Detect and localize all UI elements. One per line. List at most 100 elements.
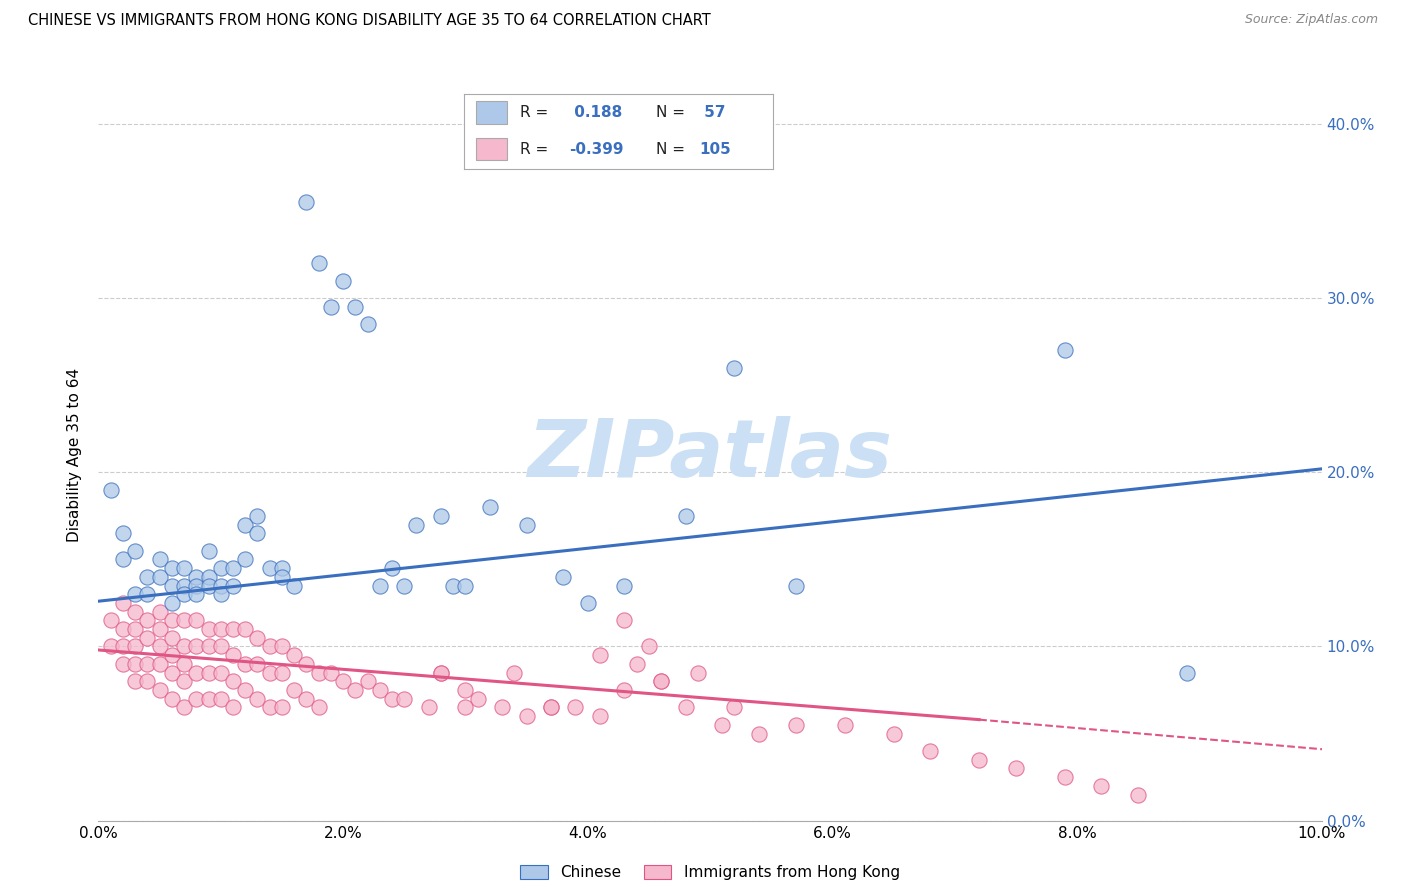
Point [344, 683, 367, 698]
Point [136, 674, 159, 689]
Point [675, 700, 697, 714]
Point [246, 526, 269, 541]
Point [259, 665, 281, 680]
Point [454, 683, 477, 698]
Point [173, 587, 195, 601]
Point [111, 622, 134, 636]
Point [111, 640, 134, 654]
Point [186, 578, 208, 592]
Point [186, 665, 208, 680]
Point [381, 561, 404, 575]
Point [160, 648, 183, 663]
Point [233, 552, 256, 566]
Point [173, 640, 195, 654]
Point [723, 360, 745, 375]
Point [197, 665, 219, 680]
Text: ZIPatlas: ZIPatlas [527, 416, 893, 494]
Bar [477, 101, 508, 124]
Point [368, 683, 391, 698]
Point [197, 622, 219, 636]
Point [270, 570, 292, 584]
Point [111, 552, 134, 566]
Text: 0.188: 0.188 [569, 105, 623, 120]
Point [186, 613, 208, 627]
Point [197, 570, 219, 584]
Point [613, 613, 636, 627]
Point [1128, 788, 1150, 802]
Point [124, 605, 146, 619]
Point [160, 665, 183, 680]
Point [124, 657, 146, 671]
Point [283, 578, 305, 592]
Point [1175, 665, 1198, 680]
Point [259, 700, 281, 714]
Point [197, 543, 219, 558]
Point [246, 631, 269, 645]
Point [173, 674, 195, 689]
Point [491, 700, 513, 714]
Point [834, 718, 856, 732]
Point [650, 674, 672, 689]
Point [209, 587, 232, 601]
Point [124, 674, 146, 689]
Point [233, 657, 256, 671]
Point [675, 508, 697, 523]
Point [173, 578, 195, 592]
Point [136, 587, 159, 601]
Point [186, 587, 208, 601]
Point [295, 195, 318, 210]
Point [209, 561, 232, 575]
Point [197, 640, 219, 654]
Point [222, 561, 245, 575]
Point [332, 274, 354, 288]
Point [430, 665, 453, 680]
Point [368, 578, 391, 592]
Point [392, 691, 416, 706]
Point [222, 648, 245, 663]
Point [711, 718, 734, 732]
Point [209, 665, 232, 680]
Point [467, 691, 489, 706]
Point [124, 543, 146, 558]
Point [136, 657, 159, 671]
Point [100, 483, 122, 497]
Point [381, 691, 404, 706]
Point [576, 596, 599, 610]
Point [246, 508, 269, 523]
Point [392, 578, 416, 592]
Point [259, 640, 281, 654]
Point [454, 700, 477, 714]
Point [883, 726, 905, 740]
Point [222, 578, 245, 592]
Point [173, 657, 195, 671]
Point [197, 691, 219, 706]
Point [308, 700, 330, 714]
Point [308, 256, 330, 270]
Point [149, 552, 172, 566]
Point [589, 648, 612, 663]
Point [637, 640, 661, 654]
Point [233, 683, 256, 698]
Point [259, 561, 281, 575]
Point [100, 640, 122, 654]
Point [1053, 343, 1076, 358]
Point [209, 640, 232, 654]
Point [149, 640, 172, 654]
Point [613, 578, 636, 592]
Point [564, 700, 586, 714]
Point [356, 674, 378, 689]
Point [173, 700, 195, 714]
Point [160, 578, 183, 592]
Text: CHINESE VS IMMIGRANTS FROM HONG KONG DISABILITY AGE 35 TO 64 CORRELATION CHART: CHINESE VS IMMIGRANTS FROM HONG KONG DIS… [28, 13, 711, 29]
Point [222, 622, 245, 636]
Point [149, 657, 172, 671]
Text: R =: R = [520, 105, 548, 120]
Point [478, 500, 501, 515]
Point [430, 665, 453, 680]
Point [418, 700, 440, 714]
Point [785, 718, 807, 732]
Point [160, 613, 183, 627]
Text: R =: R = [520, 142, 548, 156]
Point [270, 700, 292, 714]
Point [209, 691, 232, 706]
